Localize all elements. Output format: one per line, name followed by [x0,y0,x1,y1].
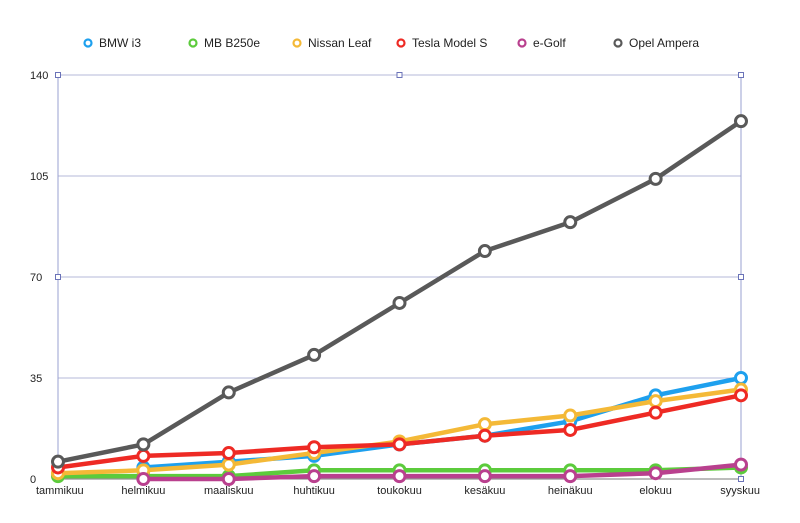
data-point-opel-ampera [221,385,236,400]
x-tick-label: huhtikuu [293,485,335,497]
legend-label: Tesla Model S [412,36,487,50]
legend-item-nissan-leaf: Nissan Leaf [292,36,372,50]
legend-item-opel-ampera: Opel Ampera [613,36,699,50]
legend-label: Nissan Leaf [308,36,372,50]
frame-handle [396,72,403,78]
y-tick-label: 140 [30,70,48,82]
data-point-tesla-model-s [648,405,663,420]
data-point-tesla-model-s [221,446,236,461]
data-point-opel-ampera [563,215,578,230]
data-point-nissan-leaf [563,408,578,423]
y-tick-label: 35 [30,373,42,385]
frame-handle [738,274,744,280]
legend-marker [396,38,406,48]
data-point-tesla-model-s [392,437,407,452]
series-opel-ampera [51,114,748,469]
data-point-e-golf [221,472,236,486]
legend-label: BMW i3 [99,36,141,50]
series-e-golf [136,457,748,486]
x-tick-label: syyskuu [720,485,760,497]
data-point-tesla-model-s [307,440,322,455]
legend-marker [517,38,527,48]
y-tick-labels: 0 35 70 105 140 [30,70,48,486]
data-point-tesla-model-s [734,388,748,403]
y-tick-label: 105 [30,171,48,183]
data-point-tesla-model-s [477,428,492,443]
data-point-nissan-leaf [221,457,236,472]
frame-handle [738,72,744,78]
y-tick-label: 70 [30,272,42,284]
frame-handle [55,274,61,280]
series-tesla-model-s [51,388,748,475]
series-line-e-golf [141,462,744,482]
data-point-e-golf [563,469,578,484]
legend-item-tesla-model-s: Tesla Model S [396,36,487,50]
data-point-tesla-model-s [136,448,151,463]
y-tick-label: 0 [30,474,36,486]
data-point-e-golf [307,469,322,484]
series-group [51,114,748,486]
x-tick-label: elokuu [639,485,671,497]
data-point-e-golf [477,469,492,484]
data-point-opel-ampera [307,347,322,362]
data-point-e-golf [648,466,663,481]
data-point-nissan-leaf [648,394,663,409]
data-point-tesla-model-s [563,422,578,437]
legend-label: e-Golf [533,36,566,50]
series-line-opel-ampera [55,118,744,464]
x-tick-label: heinäkuu [548,485,593,497]
x-tick-label: helmikuu [121,485,165,497]
legend-item-mb-b250e: MB B250e [188,36,260,50]
legend-marker [188,38,198,48]
gridlines [58,74,741,480]
legend-label: MB B250e [204,36,260,50]
legend-item-bmw-i3: BMW i3 [83,36,141,50]
x-tick-labels: tammikuu helmikuu maaliskuu huhtikuu toukoku… [36,485,760,497]
data-point-opel-ampera [136,437,151,452]
x-tick-label: tammikuu [36,485,84,497]
legend-marker [292,38,302,48]
x-tick-label: toukokuu [377,485,422,497]
data-point-e-golf [392,469,407,484]
legend-marker [613,38,623,48]
x-tick-label: maaliskuu [204,485,254,497]
data-point-opel-ampera [648,171,663,186]
legend-marker [83,38,93,48]
x-tick-label: kesäkuu [464,485,505,497]
series-line-nissan-leaf [55,387,744,476]
data-point-nissan-leaf [477,417,492,432]
data-point-opel-ampera [51,454,65,469]
data-point-e-golf [734,457,748,472]
data-point-bmw-i3 [734,371,748,385]
data-point-opel-ampera [734,114,748,129]
frame-handle [55,72,61,78]
data-point-opel-ampera [477,244,492,259]
legend-label: Opel Ampera [629,36,699,50]
legend-item-e-golf: e-Golf [517,36,566,50]
frame-handle [738,476,744,482]
legend: BMW i3 MB B250e Nissan Leaf Tesla Model S e-… [83,36,699,50]
data-point-opel-ampera [392,295,407,310]
data-point-e-golf [136,472,151,486]
axes [55,72,744,482]
